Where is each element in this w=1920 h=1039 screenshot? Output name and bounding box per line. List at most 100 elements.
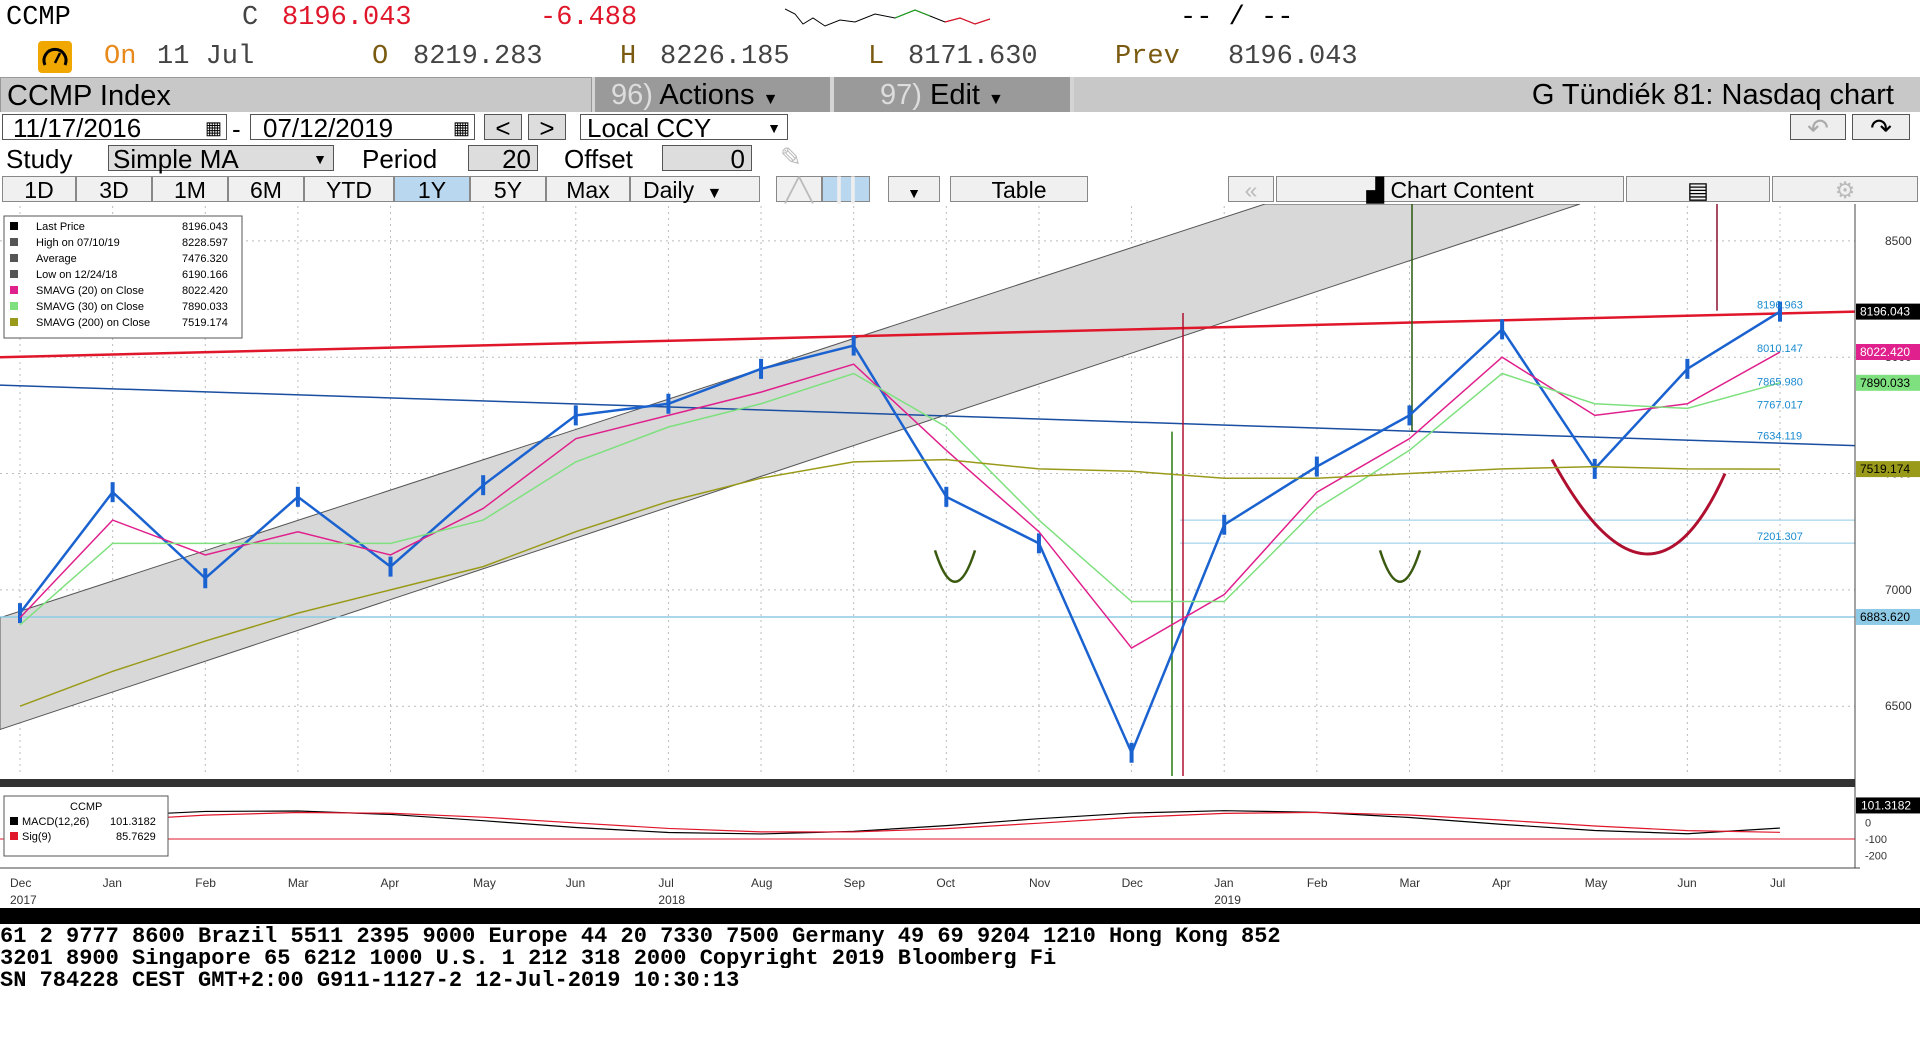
chart-content-button[interactable]: ▟ Chart Content — [1276, 176, 1624, 203]
period-tabs-row: 1D 3D 1M 6M YTD 1Y 5Y Max Daily ▼ ╱╲ ┃┃ … — [0, 174, 1920, 204]
next-range-button[interactable]: > — [528, 114, 566, 141]
line-chart-button[interactable]: ╱╲ — [776, 176, 822, 203]
fib-labels: 8196.963 8010.147 7865.980 7767.017 7634.119… — [1757, 299, 1803, 543]
currency-select[interactable]: Local CCY ▼ — [580, 114, 788, 141]
tab-1m[interactable]: 1M — [152, 176, 228, 203]
period-label: Period — [362, 144, 438, 174]
chart-legend: Last Price 8196.043 High on 07/10/19 8228.5… — [3, 215, 243, 339]
signal-line — [19, 811, 1781, 833]
chart-title: G Tündiék 81: Nasdaq chart — [1074, 77, 1920, 113]
gauge-icon[interactable] — [38, 41, 72, 73]
annotation-button[interactable]: ▤ — [1626, 176, 1770, 203]
month-label: Feb — [1307, 876, 1328, 890]
macd-line — [19, 810, 1781, 835]
macd-tag-label: 101.3182 — [1861, 798, 1911, 812]
collapse-button[interactable]: « — [1228, 176, 1274, 203]
axis-background — [1855, 204, 1920, 908]
price-bar — [573, 405, 578, 426]
offset-field[interactable]: 0 — [662, 144, 752, 174]
month-label: Aug — [751, 876, 772, 890]
month-label: Apr — [1492, 876, 1511, 890]
tab-label: Max — [566, 177, 610, 203]
macd-tick-label: -100 — [1865, 834, 1887, 846]
settings-button[interactable]: ⚙ — [1772, 176, 1918, 203]
edit-menu[interactable]: 97) Edit ▼ — [834, 77, 1070, 113]
tab-3d[interactable]: 3D — [76, 176, 152, 203]
calendar-icon[interactable]: ▦ — [452, 118, 470, 138]
month-label: Jun — [566, 876, 585, 890]
high-label: H — [620, 42, 637, 72]
fib-label: 7865.980 — [1757, 376, 1803, 388]
chevron-left-icon: < — [495, 113, 511, 143]
open-label: O — [372, 42, 389, 72]
legend-value: 7519.174 — [182, 317, 228, 329]
security-label: CCMP Index — [7, 80, 171, 112]
macd-label: MACD(12,26) — [22, 816, 89, 828]
caret-down-icon: ▼ — [313, 151, 327, 167]
tab-1y[interactable]: 1Y — [394, 176, 470, 203]
month-label: Mar — [1399, 876, 1420, 890]
study-label: Study — [6, 144, 73, 174]
legend-value: 8228.597 — [182, 237, 228, 249]
year-label: 2018 — [658, 893, 685, 907]
offset-value: 0 — [730, 144, 745, 174]
legend-swatch — [10, 238, 18, 246]
series-line-0 — [19, 310, 1781, 756]
period-field[interactable]: 20 — [468, 144, 538, 174]
change-value: -6.488 — [540, 3, 638, 33]
tab-ytd[interactable]: YTD — [304, 176, 394, 203]
table-button[interactable]: Table — [950, 176, 1088, 203]
pattern-mark — [933, 549, 977, 583]
month-label: Dec — [1122, 876, 1143, 890]
macd-tick-label: 0 — [1865, 817, 1871, 829]
price-chart[interactable]: 85008000750070006500 8196.0438022.420789… — [0, 204, 1920, 908]
end-date-field[interactable]: 07/12/2019 ▦ — [250, 114, 475, 141]
period-value: 20 — [502, 144, 531, 174]
study-select[interactable]: Simple MA ▼ — [108, 145, 334, 172]
macd-value: 101.3182 — [110, 816, 156, 828]
sparkline-chart — [785, 8, 990, 27]
pencil-icon[interactable]: ✎ — [780, 142, 802, 172]
price-bar — [759, 358, 764, 379]
undo-button[interactable]: ↶ — [1790, 114, 1846, 141]
price-bar — [1314, 456, 1319, 477]
tab-5y[interactable]: 5Y — [470, 176, 546, 203]
ticker-text-3: SN 784228 CEST GMT+2:00 G911-1127-2 12-J… — [0, 968, 740, 992]
gear-icon: ⚙ — [1834, 177, 1856, 203]
tab-6m[interactable]: 6M — [228, 176, 304, 203]
start-date-field[interactable]: 11/17/2016 ▦ — [2, 114, 227, 141]
tab-label: 1Y — [417, 177, 447, 203]
security-field[interactable]: CCMP Index — [0, 77, 592, 113]
redo-button[interactable]: ↷ — [1852, 114, 1910, 141]
edit-num: 97) — [880, 79, 922, 111]
price-tag — [1856, 461, 1920, 478]
bar-chart-button[interactable]: ┃┃ — [822, 176, 870, 203]
price-bar — [481, 475, 486, 496]
caret-down-icon: ▼ — [907, 185, 921, 201]
legend-label: SMAVG (30) on Close — [36, 301, 144, 313]
prev-range-button[interactable]: < — [484, 113, 522, 143]
frequency-select[interactable]: Daily ▼ — [630, 176, 760, 203]
legend-swatch — [10, 318, 18, 326]
legend-label: SMAVG (200) on Close — [36, 317, 150, 329]
tab-label: 5Y — [493, 177, 523, 203]
price-tag-label: 6883.620 — [1860, 610, 1910, 624]
price-tag-label: 7519.174 — [1860, 462, 1910, 476]
price-bar — [1685, 358, 1690, 379]
chart-content-label: Chart Content — [1390, 177, 1534, 203]
fib-label: 7767.017 — [1757, 399, 1803, 411]
tab-1d[interactable]: 1D — [2, 176, 76, 203]
quote-date: 11 Jul — [157, 42, 255, 72]
legend-swatch — [10, 222, 18, 230]
series-line-2 — [19, 372, 1781, 626]
tab-max[interactable]: Max — [546, 176, 630, 203]
chart-type-dropdown[interactable]: ▼ — [888, 176, 940, 202]
price-bar — [295, 486, 300, 507]
calendar-icon[interactable]: ▦ — [204, 118, 222, 138]
actions-menu[interactable]: 96) Actions ▼ — [595, 77, 830, 113]
legend-swatch — [10, 286, 18, 294]
price-bar — [851, 335, 856, 356]
line-chart-icon: ╱╲ — [785, 177, 813, 203]
pattern-mark — [1378, 549, 1422, 583]
ticker-line-1: 61 2 9777 8600 Brazil 5511 2395 9000 Eur… — [0, 924, 1920, 946]
